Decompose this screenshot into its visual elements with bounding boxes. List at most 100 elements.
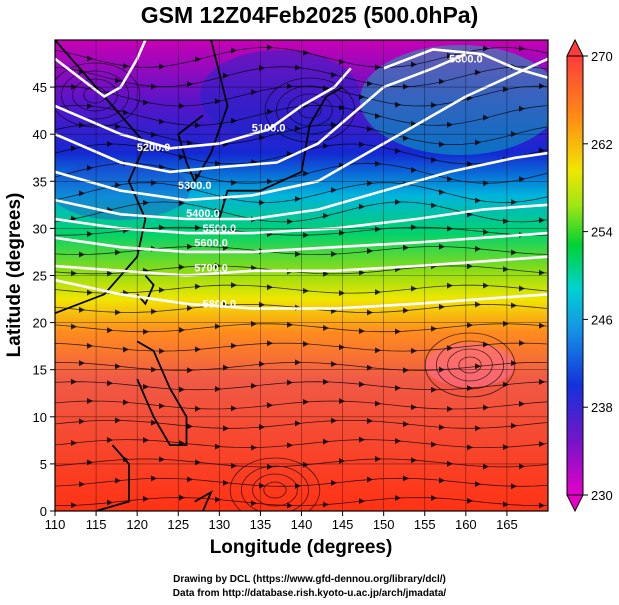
wind-arrow bbox=[447, 282, 453, 289]
wind-arrow bbox=[475, 363, 481, 370]
wind-arrow bbox=[503, 501, 509, 508]
wind-arrow bbox=[115, 363, 121, 370]
height-contour bbox=[55, 151, 548, 221]
wind-arrow bbox=[475, 245, 481, 252]
colorbar-top-arrow bbox=[566, 38, 584, 57]
wind-arrow bbox=[395, 101, 401, 108]
wind-arrow bbox=[475, 425, 481, 432]
wind-vortex bbox=[447, 348, 493, 382]
wind-arrow bbox=[503, 320, 509, 327]
wind-vortex bbox=[229, 457, 321, 511]
wind-arrow bbox=[143, 99, 149, 106]
x-tick-label: 120 bbox=[126, 517, 148, 532]
wind-arrow bbox=[519, 105, 525, 112]
wind-arrow bbox=[467, 444, 473, 451]
x-axis-label: Longitude (degrees) bbox=[210, 537, 393, 558]
wind-arrow bbox=[411, 457, 417, 464]
wind-arrow bbox=[79, 306, 85, 313]
wind-arrow bbox=[287, 502, 293, 509]
wind-arrow bbox=[539, 269, 545, 276]
coastline bbox=[136, 340, 188, 446]
wind-arrow bbox=[159, 287, 165, 294]
wind-arrow bbox=[439, 243, 445, 250]
wind-arrow bbox=[467, 263, 473, 270]
wind-arrow bbox=[79, 418, 85, 425]
wind-arrow bbox=[179, 264, 185, 271]
wind-arrow bbox=[303, 287, 309, 294]
wind-arrow bbox=[395, 328, 401, 335]
height-contour bbox=[55, 52, 467, 174]
wind-arrow bbox=[467, 322, 473, 329]
wind-arrow bbox=[231, 47, 237, 54]
wind-arrow bbox=[323, 142, 329, 149]
wind-arrow bbox=[195, 56, 201, 63]
wind-arrow bbox=[303, 398, 309, 405]
wind-arrow bbox=[195, 405, 201, 412]
height-contour bbox=[383, 48, 548, 79]
wind-arrow bbox=[115, 123, 121, 130]
wind-arrow bbox=[323, 501, 329, 508]
coastline bbox=[136, 274, 155, 306]
wind-arrow bbox=[159, 63, 165, 70]
chart-title: GSM 12Z04Feb2025 (500.0hPa) bbox=[140, 2, 479, 28]
wind-arrow bbox=[367, 180, 373, 187]
wind-arrow bbox=[375, 289, 381, 296]
contour-label: 5200.0 bbox=[137, 142, 171, 154]
wind-arrow bbox=[339, 162, 345, 169]
wind-arrow bbox=[483, 282, 489, 289]
wind-arrow bbox=[483, 229, 489, 236]
wind-arrow bbox=[331, 361, 337, 368]
wind-arrow bbox=[359, 203, 365, 210]
wind-arrow bbox=[143, 437, 149, 444]
wind-arrow bbox=[115, 249, 121, 256]
wind-arrow bbox=[375, 113, 381, 120]
wind-arrow bbox=[519, 340, 525, 347]
wind-arrow bbox=[71, 502, 77, 509]
wind-arrow bbox=[475, 301, 481, 308]
wind-arrow bbox=[107, 380, 113, 387]
streamline bbox=[55, 497, 548, 507]
wind-arrow bbox=[395, 198, 401, 205]
y-axis-label: Latitude (degrees) bbox=[4, 193, 25, 358]
wind-vortex bbox=[72, 78, 118, 112]
wind-arrow bbox=[431, 325, 437, 332]
wind-arrow bbox=[179, 326, 185, 333]
wind-arrow bbox=[223, 425, 229, 432]
wind-arrow bbox=[151, 131, 157, 138]
y-tick-label: 15 bbox=[33, 363, 47, 378]
colorbar-tick-label: 254 bbox=[591, 225, 613, 240]
wind-arrow bbox=[359, 381, 365, 388]
wind-arrow bbox=[511, 302, 517, 309]
wind-arrow bbox=[215, 160, 221, 167]
wind-arrow bbox=[411, 120, 417, 127]
wind-arrow bbox=[295, 251, 301, 258]
wind-arrow bbox=[511, 249, 517, 256]
wind-arrow bbox=[295, 482, 301, 489]
wind-arrow bbox=[403, 307, 409, 314]
wind-arrow bbox=[251, 382, 257, 389]
wind-arrow bbox=[159, 456, 165, 463]
wind-arrow bbox=[215, 98, 221, 105]
y-tick-label: 20 bbox=[33, 316, 47, 331]
y-tick-label: 25 bbox=[33, 269, 47, 284]
wind-arrow bbox=[151, 475, 157, 482]
credit-data: Data from http://database.rish.kyoto-u.a… bbox=[172, 588, 447, 599]
wind-arrow bbox=[295, 64, 301, 71]
wind-arrow bbox=[295, 359, 301, 366]
wind-arrow bbox=[195, 283, 201, 290]
wind-arrow bbox=[87, 231, 93, 238]
wind-arrow bbox=[439, 424, 445, 431]
y-tick-label: 35 bbox=[33, 174, 47, 189]
wind-arrow bbox=[411, 404, 417, 411]
wind-arrow bbox=[447, 52, 453, 59]
coastline bbox=[194, 490, 214, 511]
wind-arrow bbox=[467, 160, 473, 167]
wind-arrow bbox=[367, 364, 373, 371]
wind-arrow bbox=[511, 199, 517, 206]
wind-arrow bbox=[87, 342, 93, 349]
wind-arrow bbox=[447, 406, 453, 413]
wind-vortex bbox=[55, 62, 141, 128]
wind-arrow bbox=[359, 436, 365, 443]
wind-arrow bbox=[223, 364, 229, 371]
wind-arrow bbox=[339, 344, 345, 351]
